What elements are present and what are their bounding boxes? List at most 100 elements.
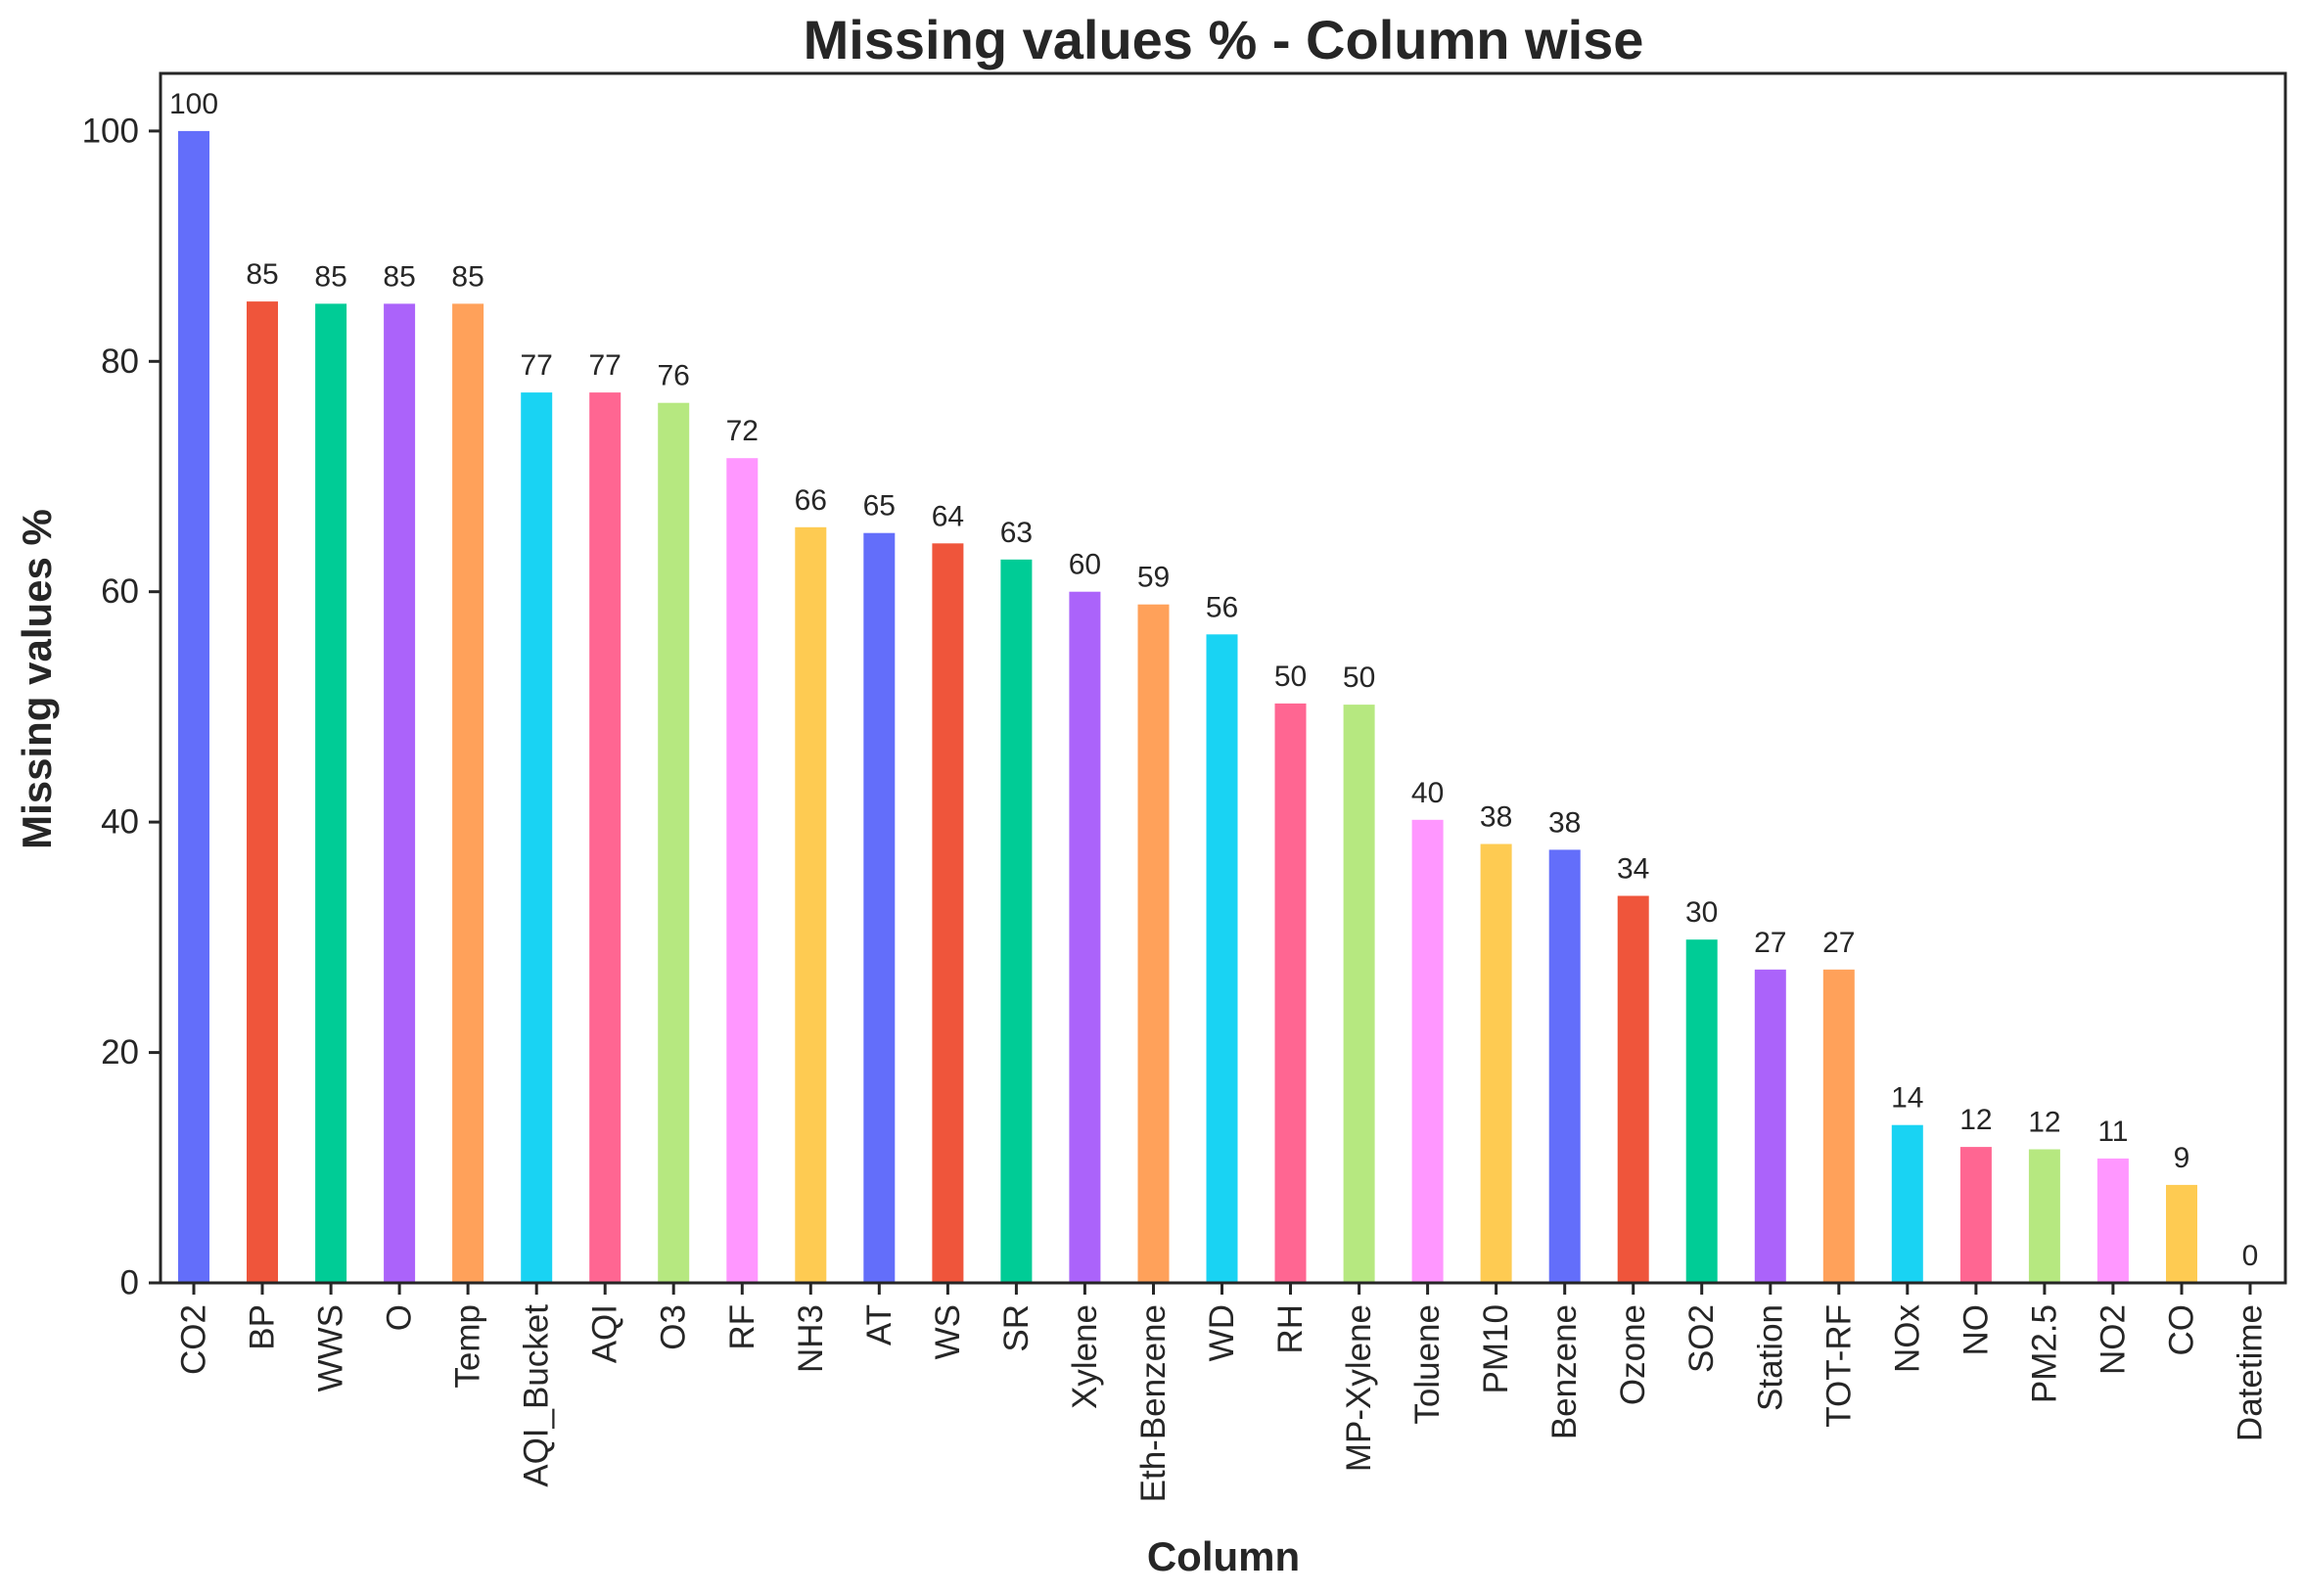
bar-toluene [1411, 819, 1444, 1283]
x-tick-label-pm2-5: PM2.5 [2025, 1304, 2063, 1403]
bar-rf [726, 458, 759, 1283]
data-label-benzene: 38 [1548, 806, 1581, 839]
data-label-nox: 14 [1891, 1082, 1923, 1115]
bar-aqi [589, 392, 622, 1284]
y-tick-label-0: 0 [120, 1264, 139, 1302]
x-tick-label-aqi-bucket: AQI_Bucket [518, 1304, 556, 1487]
bar-wws [315, 303, 347, 1283]
data-label-pm2-5: 12 [2028, 1107, 2060, 1139]
x-tick-label-ozone: Ozone [1614, 1304, 1652, 1405]
x-tick-label-o: O [381, 1304, 419, 1331]
bar-bp [247, 301, 278, 1284]
bar-mp-xylene [1343, 705, 1375, 1283]
x-axis-label: Column [1147, 1533, 1300, 1579]
bar-tot-rf [1822, 969, 1855, 1283]
data-label-bp: 85 [246, 258, 278, 291]
x-tick-label-station: Station [1751, 1304, 1789, 1411]
x-tick-label-aqi: AQI [586, 1304, 624, 1363]
x-tick-label-co2: CO2 [175, 1304, 213, 1375]
x-tick-label-sr: SR [997, 1304, 1036, 1352]
y-tick-label-40: 40 [101, 803, 139, 842]
data-label-wd: 56 [1206, 591, 1238, 623]
data-label-rh: 50 [1274, 661, 1307, 693]
x-tick-label-rh: RH [1271, 1304, 1310, 1354]
x-tick-label-pm10: PM10 [1477, 1304, 1515, 1393]
data-label-pm10: 38 [1480, 801, 1512, 834]
x-tick-label-rf: RF [723, 1304, 761, 1350]
y-tick-label-20: 20 [101, 1033, 139, 1072]
bar-no2 [2096, 1158, 2129, 1283]
data-label-station: 27 [1754, 927, 1786, 959]
data-label-so2: 30 [1685, 896, 1718, 929]
bar-wd [1206, 634, 1238, 1283]
x-tick-label-tot-rf: TOT-RF [1819, 1304, 1858, 1428]
x-tick-label-no: NO [1957, 1304, 1995, 1356]
data-label-aqi-bucket: 77 [521, 349, 553, 382]
x-tick-label-nox: NOx [1888, 1304, 1926, 1374]
data-label-xylene: 60 [1069, 549, 1101, 581]
x-tick-label-benzene: Benzene [1545, 1304, 1584, 1439]
bar-co [2166, 1184, 2197, 1283]
chart-title: Missing values % - Column wise [804, 9, 1644, 70]
data-label-wws: 85 [314, 260, 346, 293]
bar-o [384, 303, 416, 1283]
bar-sr [1000, 559, 1033, 1283]
bar-pm10 [1480, 844, 1512, 1283]
bar-nox [1891, 1124, 1923, 1283]
x-tick-label-toluene: Toluene [1408, 1304, 1447, 1425]
bar-station [1754, 969, 1786, 1283]
data-label-tot-rf: 27 [1822, 927, 1855, 959]
bar-benzene [1548, 849, 1581, 1283]
x-tick-label-temp: Temp [449, 1304, 487, 1389]
data-label-rf: 72 [726, 415, 759, 447]
bar-at [863, 532, 896, 1283]
bar-so2 [1685, 939, 1718, 1283]
bar-nh3 [795, 526, 827, 1283]
bar-rh [1274, 703, 1307, 1283]
x-tick-label-xylene: Xylene [1066, 1304, 1104, 1409]
data-label-o3: 76 [658, 360, 690, 392]
bar-o3 [658, 402, 690, 1283]
y-tick-label-60: 60 [101, 572, 139, 611]
x-tick-label-wws: WWS [312, 1304, 350, 1391]
data-label-no2: 11 [2097, 1116, 2128, 1148]
data-label-ozone: 34 [1617, 853, 1649, 886]
data-label-datetime: 0 [2242, 1240, 2259, 1272]
data-label-temp: 85 [451, 260, 484, 293]
data-label-toluene: 40 [1411, 777, 1444, 809]
data-label-aqi: 77 [589, 349, 622, 382]
bars-group: 100 85 85 85 85 77 77 76 72 66 65 64 63 60 59 56 50 50 40 3… [169, 88, 2259, 1284]
x-tick-label-ws: WS [929, 1304, 967, 1359]
x-tick-label-so2: SO2 [1682, 1304, 1721, 1373]
bar-eth-benzene [1137, 604, 1170, 1283]
x-tick-label-datetime: Datetime [2232, 1304, 2270, 1441]
x-tick-label-co: CO [2163, 1304, 2201, 1356]
y-axis-label: Missing values % [14, 509, 60, 849]
x-tick-label-at: AT [860, 1304, 898, 1345]
data-label-eth-benzene: 59 [1137, 562, 1170, 594]
x-tick-label-o3: O3 [655, 1304, 693, 1350]
x-tick-label-no2: NO2 [2094, 1304, 2132, 1375]
y-tick-label-100: 100 [82, 112, 139, 150]
data-label-co2: 100 [169, 88, 218, 120]
data-label-co: 9 [2174, 1142, 2190, 1174]
data-label-ws: 64 [932, 500, 964, 532]
x-tick-label-bp: BP [244, 1304, 282, 1350]
data-label-mp-xylene: 50 [1343, 661, 1375, 694]
y-axis-ticks: 0 20 40 60 80 100 [82, 112, 161, 1302]
x-tick-label-eth-benzene: Eth-Benzene [1134, 1304, 1173, 1502]
x-axis-ticks: CO2 BP WWS O Temp AQI_Bucket AQI O3 RF NH3 AT WS SR X… [175, 1283, 2270, 1502]
x-tick-label-wd: WD [1203, 1304, 1241, 1361]
data-label-sr: 63 [1000, 517, 1033, 549]
plot-frame [159, 71, 2287, 1285]
x-tick-label-nh3: NH3 [792, 1304, 830, 1373]
bar-pm2-5 [2028, 1149, 2060, 1283]
data-label-nh3: 66 [795, 484, 827, 517]
bar-aqi-bucket [521, 392, 553, 1284]
x-tick-label-mp-xylene: MP-Xylene [1340, 1304, 1378, 1472]
bar-co2 [178, 130, 209, 1283]
data-label-no: 12 [1959, 1104, 1992, 1136]
bar-ozone [1617, 895, 1649, 1283]
bar-ws [932, 543, 964, 1283]
